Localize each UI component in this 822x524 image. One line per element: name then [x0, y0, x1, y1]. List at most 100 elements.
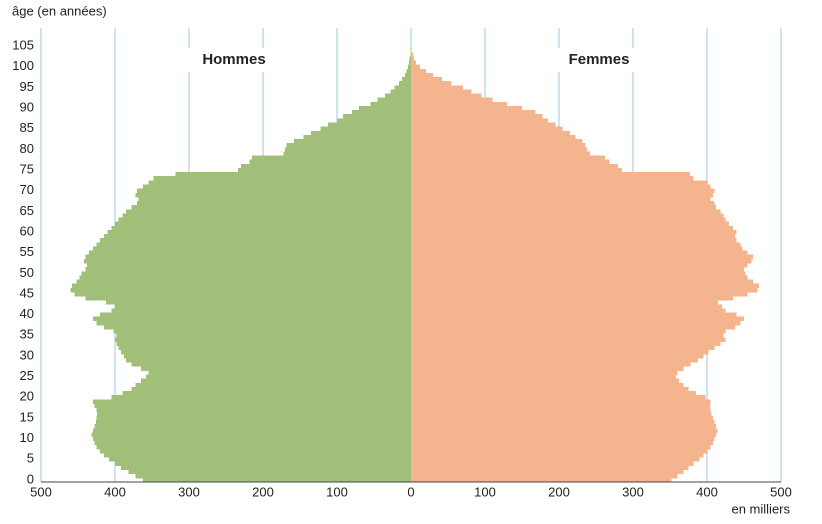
- bar: [115, 221, 411, 227]
- bar: [411, 143, 586, 148]
- bar: [70, 287, 411, 293]
- bar: [85, 254, 412, 260]
- bar: [294, 139, 411, 144]
- bar: [411, 395, 706, 400]
- x-tick-label: 500: [30, 484, 52, 499]
- bar: [411, 283, 759, 289]
- bar: [96, 444, 411, 450]
- label-bg: [553, 48, 645, 72]
- y-tick-label: 70: [20, 182, 34, 197]
- y-tick-label: 85: [20, 120, 34, 135]
- bar: [411, 341, 721, 347]
- bar: [411, 316, 744, 322]
- y-tick-label: 25: [20, 368, 34, 383]
- series-label: Hommes: [202, 51, 265, 68]
- bar: [411, 110, 536, 115]
- bar: [237, 167, 411, 173]
- bar: [411, 275, 748, 280]
- bar: [143, 477, 411, 483]
- bar: [74, 291, 412, 297]
- bar: [411, 130, 571, 136]
- bar: [411, 172, 690, 177]
- bar: [85, 296, 412, 301]
- bar: [411, 44, 412, 49]
- bar: [411, 122, 556, 128]
- bar: [411, 374, 676, 380]
- bar: [115, 304, 411, 309]
- bar: [411, 56, 414, 61]
- x-tick-label: 200: [548, 484, 570, 499]
- bar: [411, 403, 710, 409]
- bar: [411, 436, 715, 442]
- x-tick-label: 100: [326, 484, 348, 499]
- bar: [411, 192, 713, 198]
- x-tick-label: 100: [474, 484, 496, 499]
- bar: [411, 378, 679, 384]
- y-tick-label: 90: [20, 99, 34, 114]
- bar: [103, 324, 412, 330]
- bar: [411, 291, 748, 297]
- bar: [411, 205, 716, 210]
- bar: [113, 329, 412, 334]
- bar: [137, 188, 411, 194]
- bar: [411, 358, 699, 363]
- bar: [97, 411, 412, 417]
- x-tick-label: 300: [622, 484, 644, 499]
- bar: [411, 465, 689, 471]
- bar: [92, 399, 412, 404]
- bar: [89, 250, 411, 256]
- y-tick-label: 50: [20, 265, 34, 280]
- bar: [411, 308, 726, 313]
- bar: [411, 386, 689, 392]
- y-tick-label: 100: [12, 58, 34, 73]
- bar: [411, 229, 737, 235]
- bar: [411, 81, 452, 86]
- bar: [109, 457, 411, 462]
- bar: [411, 209, 721, 214]
- bar: [411, 345, 715, 351]
- bar: [96, 320, 411, 326]
- y-tick-label: 20: [20, 389, 34, 404]
- bar: [411, 279, 753, 285]
- bar: [92, 246, 412, 252]
- bar: [96, 242, 411, 247]
- bar: [411, 105, 522, 111]
- bar: [411, 89, 472, 94]
- bar: [123, 353, 411, 359]
- bar: [411, 217, 726, 223]
- bar: [359, 105, 411, 111]
- bar: [411, 453, 704, 458]
- bar: [95, 420, 411, 425]
- y-tick-label: 95: [20, 79, 34, 94]
- bar: [140, 378, 411, 384]
- bar: [411, 68, 426, 74]
- bar: [320, 126, 411, 132]
- x-tick-label: 500: [770, 484, 792, 499]
- y-tick-label: 65: [20, 203, 34, 218]
- bar: [103, 234, 412, 239]
- bar: [285, 147, 411, 152]
- bar: [411, 167, 622, 173]
- y-tick-label: 105: [12, 38, 34, 53]
- bar: [118, 345, 411, 351]
- bar: [408, 64, 411, 70]
- series-label: Femmes: [569, 51, 630, 68]
- bar: [140, 366, 411, 371]
- bar: [311, 130, 411, 136]
- bar: [91, 432, 411, 437]
- bar: [402, 77, 411, 82]
- bar: [390, 89, 411, 94]
- bar: [337, 118, 411, 123]
- bar: [286, 143, 411, 148]
- bar: [148, 180, 412, 185]
- bar: [94, 424, 411, 429]
- bar: [411, 366, 684, 371]
- bar: [103, 453, 412, 458]
- bar: [143, 184, 411, 190]
- bar: [411, 300, 719, 305]
- bar: [411, 469, 684, 475]
- bar: [411, 118, 548, 123]
- bar: [120, 349, 412, 355]
- bar: [411, 163, 619, 169]
